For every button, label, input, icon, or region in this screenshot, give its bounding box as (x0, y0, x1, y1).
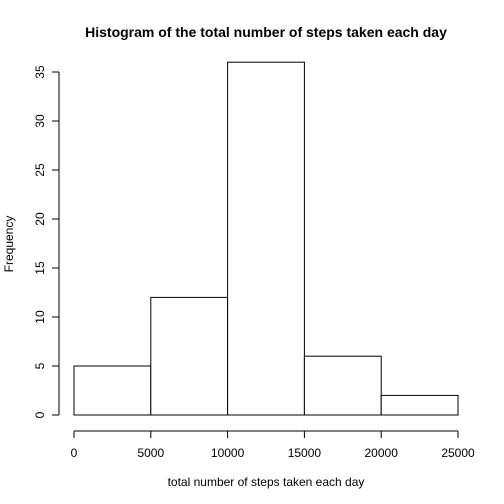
y-tick-label-7: 35 (33, 65, 47, 79)
x-tick-label-1: 5000 (137, 446, 164, 460)
x-tick-label-2: 10000 (211, 446, 245, 460)
y-tick-label-5: 25 (33, 163, 47, 177)
y-axis: 0 5 10 15 20 25 30 35 (33, 65, 60, 418)
x-axis-label: total number of steps taken each day (168, 475, 365, 489)
y-tick-label-0: 0 (33, 411, 47, 418)
x-tick-label-3: 15000 (288, 446, 322, 460)
y-tick-label-1: 5 (33, 362, 47, 369)
histogram-bar-0 (73, 365, 152, 416)
x-tick-label-4: 20000 (365, 446, 399, 460)
y-tick-label-2: 10 (33, 310, 47, 324)
chart-title: Histogram of the total number of steps t… (85, 24, 447, 40)
y-tick-label-3: 15 (33, 261, 47, 275)
y-axis-label: Frequency (2, 216, 16, 273)
histogram-bar-4 (380, 394, 459, 416)
x-tick-label-0: 0 (71, 446, 78, 460)
histogram-bar-1 (150, 296, 229, 416)
histogram-bar-2 (227, 61, 305, 416)
histogram-bar-3 (303, 355, 382, 416)
y-tick-label-4: 20 (33, 212, 47, 226)
y-tick-label-6: 30 (33, 114, 47, 128)
x-axis: 0 5000 10000 15000 20000 25000 (71, 430, 475, 460)
bars-group (73, 61, 459, 416)
x-tick-label-5: 25000 (441, 446, 475, 460)
